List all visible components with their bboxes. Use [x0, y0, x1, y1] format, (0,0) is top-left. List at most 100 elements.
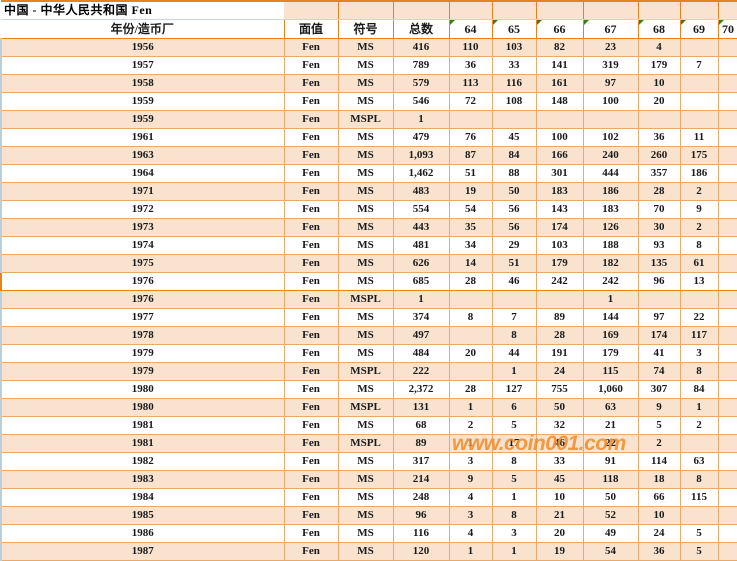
cell-total: 2,372: [393, 380, 450, 399]
cell-g68: 36: [638, 542, 681, 561]
cell-g68: 2: [638, 434, 681, 453]
table-row[interactable]: 1958 Fen MS 579 113 116 161 97 10: [0, 74, 737, 93]
table-row[interactable]: 1982 Fen MS 317 3 8 33 91 114 63: [0, 452, 737, 471]
table-row[interactable]: 1978 Fen MS 497 8 28 169 174 117: [0, 326, 737, 345]
cell-g66: 33: [536, 452, 584, 471]
cell-year_mint: 1958: [0, 74, 285, 93]
cell-g70: [718, 110, 737, 129]
cell-g66: 183: [536, 182, 584, 201]
cell-g67: [583, 110, 639, 129]
table-row[interactable]: 1964 Fen MS 1,462 51 88 301 444 357 186: [0, 164, 737, 183]
cell-g65: 108: [492, 92, 537, 111]
table-row[interactable]: 1973 Fen MS 443 35 56 174 126 30 2: [0, 218, 737, 237]
cell-symbol: MS: [338, 92, 394, 111]
cell-denomination: Fen: [284, 398, 339, 417]
cell-g65: 3: [492, 524, 537, 543]
table-row[interactable]: 1977 Fen MS 374 8 7 89 144 97 22: [0, 308, 737, 327]
cell-g69: 84: [680, 380, 719, 399]
table-row[interactable]: 1981 Fen MSPL 89 1 17 46 22 2: [0, 434, 737, 453]
cell-g68: 93: [638, 236, 681, 255]
column-header-grade-66[interactable]: 66: [536, 19, 584, 39]
cell-g66: 21: [536, 506, 584, 525]
cell-symbol: MS: [338, 488, 394, 507]
cell-g70: [718, 164, 737, 183]
cell-symbol: MSPL: [338, 110, 394, 129]
cell-g66: 45: [536, 470, 584, 489]
column-header-denomination[interactable]: 面值: [284, 19, 339, 39]
cell-g64: 9: [449, 470, 493, 489]
table-row[interactable]: 1985 Fen MS 96 3 8 21 52 10: [0, 506, 737, 525]
table-row[interactable]: 1976 Fen MSPL 1 1: [0, 290, 737, 309]
cell-g68: 24: [638, 524, 681, 543]
cell-g70: [718, 326, 737, 345]
cell-total: 120: [393, 542, 450, 561]
cell-symbol: MS: [338, 470, 394, 489]
column-header-grade-68[interactable]: 68: [638, 19, 681, 39]
cell-g69: [680, 506, 719, 525]
column-header-total[interactable]: 总数: [393, 19, 450, 39]
cell-denomination: Fen: [284, 416, 339, 435]
cell-g69: [680, 290, 719, 309]
cell-g64: 110: [449, 38, 493, 57]
table-row[interactable]: 1979 Fen MS 484 20 44 191 179 41 3: [0, 344, 737, 363]
cell-year_mint: 1976: [0, 290, 285, 309]
table-row[interactable]: 1979 Fen MSPL 222 1 24 115 74 8: [0, 362, 737, 381]
cell-g67: 319: [583, 56, 639, 75]
cell-g66: 301: [536, 164, 584, 183]
table-row[interactable]: 1956 Fen MS 416 110 103 82 23 4: [0, 38, 737, 57]
column-header-grade-69[interactable]: 69: [680, 19, 719, 39]
cell-g69: 7: [680, 56, 719, 75]
cell-year_mint: 1959: [0, 92, 285, 111]
cell-g66: 143: [536, 200, 584, 219]
column-header-symbol[interactable]: 符号: [338, 19, 394, 39]
table-row[interactable]: 1981 Fen MS 68 2 5 32 21 5 2: [0, 416, 737, 435]
cell-g67: 54: [583, 542, 639, 561]
cell-g70: [718, 146, 737, 165]
table-row[interactable]: 1972 Fen MS 554 54 56 143 183 70 9: [0, 200, 737, 219]
cell-denomination: Fen: [284, 200, 339, 219]
table-row[interactable]: 1957 Fen MS 789 36 33 141 319 179 7: [0, 56, 737, 75]
cell-g67: 169: [583, 326, 639, 345]
title-spacer-67: [583, 1, 639, 20]
table-row[interactable]: 1959 Fen MS 546 72 108 148 100 20: [0, 92, 737, 111]
cell-g66: 50: [536, 398, 584, 417]
cell-year_mint: 1976: [0, 272, 285, 291]
table-row[interactable]: 1984 Fen MS 248 4 1 10 50 66 115: [0, 488, 737, 507]
cell-g69: 2: [680, 416, 719, 435]
table-row[interactable]: 1961 Fen MS 479 76 45 100 102 36 11: [0, 128, 737, 147]
table-row[interactable]: 1987 Fen MS 120 1 1 19 54 36 5: [0, 542, 737, 561]
cell-symbol: MS: [338, 218, 394, 237]
table-row[interactable]: 1975 Fen MS 626 14 51 179 182 135 61: [0, 254, 737, 273]
table-row[interactable]: 1976 Fen MS 685 28 46 242 242 96 13: [0, 272, 737, 291]
cell-g67: 49: [583, 524, 639, 543]
cell-year_mint: 1985: [0, 506, 285, 525]
cell-year_mint: 1975: [0, 254, 285, 273]
table-row[interactable]: 1971 Fen MS 483 19 50 183 186 28 2: [0, 182, 737, 201]
cell-g67: 1: [583, 290, 639, 309]
column-header-grade-70[interactable]: 70: [718, 19, 737, 39]
cell-g67: 182: [583, 254, 639, 273]
cell-g65: 8: [492, 506, 537, 525]
cell-total: 626: [393, 254, 450, 273]
column-header-grade-65[interactable]: 65: [492, 19, 537, 39]
column-header-grade-64[interactable]: 64: [449, 19, 493, 39]
cell-total: 416: [393, 38, 450, 57]
cell-total: 214: [393, 470, 450, 489]
table-row[interactable]: 1963 Fen MS 1,093 87 84 166 240 260 175: [0, 146, 737, 165]
table-row[interactable]: 1986 Fen MS 116 4 3 20 49 24 5: [0, 524, 737, 543]
cell-total: 374: [393, 308, 450, 327]
cell-denomination: Fen: [284, 290, 339, 309]
table-row[interactable]: 1974 Fen MS 481 34 29 103 188 93 8: [0, 236, 737, 255]
cell-symbol: MS: [338, 344, 394, 363]
cell-symbol: MS: [338, 74, 394, 93]
table-row[interactable]: 1980 Fen MS 2,372 28 127 755 1,060 307 84: [0, 380, 737, 399]
column-header-year-mint[interactable]: 年份/造币厂: [1, 19, 285, 39]
table-row[interactable]: 1983 Fen MS 214 9 5 45 118 18 8: [0, 470, 737, 489]
cell-year_mint: 1980: [0, 380, 285, 399]
cell-g64: 4: [449, 488, 493, 507]
table-row[interactable]: 1959 Fen MSPL 1: [0, 110, 737, 129]
table-row[interactable]: 1980 Fen MSPL 131 1 6 50 63 9 1: [0, 398, 737, 417]
column-header-grade-67[interactable]: 67: [583, 19, 639, 39]
cell-g66: 28: [536, 326, 584, 345]
cell-g64: [449, 362, 493, 381]
